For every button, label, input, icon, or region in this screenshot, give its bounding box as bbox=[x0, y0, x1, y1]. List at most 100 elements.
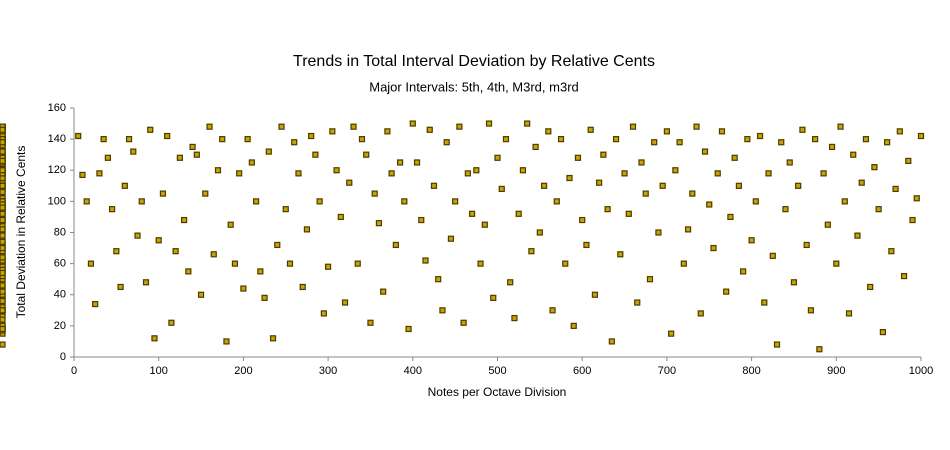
scatter-point bbox=[303, 226, 311, 233]
scatter-point bbox=[803, 241, 810, 249]
chart-subtitle: Major Intervals: 5th, 4th, M3rd, m3rd bbox=[369, 79, 579, 94]
scatter-point bbox=[117, 283, 124, 291]
scatter-point bbox=[477, 260, 484, 267]
scatter-point bbox=[591, 291, 599, 298]
scatter-point bbox=[744, 136, 751, 143]
scatter-point bbox=[401, 198, 408, 205]
chart-title: Trends in Total Interval Deviation by Re… bbox=[293, 53, 655, 70]
scatter-point bbox=[532, 143, 539, 151]
y-tick-label: 100 bbox=[48, 195, 66, 207]
scatter-point bbox=[134, 232, 141, 239]
scatter-point bbox=[502, 136, 510, 143]
scatter-point bbox=[795, 182, 802, 189]
scatter-point bbox=[138, 198, 145, 205]
scatter-point bbox=[655, 229, 662, 236]
scatter-point bbox=[452, 198, 459, 205]
x-tick-label: 100 bbox=[150, 365, 168, 377]
scatter-point bbox=[0, 325, 6, 333]
scatter-point bbox=[435, 276, 442, 283]
scatter-point bbox=[210, 251, 217, 258]
scatter-point bbox=[494, 154, 501, 161]
scatter-point bbox=[244, 136, 251, 143]
scatter-point bbox=[473, 167, 480, 174]
scatter-point bbox=[299, 283, 306, 291]
scatter-point bbox=[841, 198, 848, 205]
scatter-point bbox=[176, 154, 183, 161]
scatter-point bbox=[735, 182, 742, 189]
x-axis-title: Notes per Octave Division bbox=[428, 385, 567, 399]
scatter-point bbox=[0, 226, 6, 233]
scatter-point bbox=[227, 221, 234, 228]
scatter-point bbox=[773, 341, 781, 348]
x-tick-label: 500 bbox=[488, 365, 506, 377]
scatter-point bbox=[189, 143, 196, 151]
scatter-point bbox=[579, 216, 586, 224]
scatter-point bbox=[697, 310, 704, 317]
scatter-point bbox=[638, 159, 645, 166]
scatter-point bbox=[337, 213, 344, 221]
scatter-point bbox=[75, 132, 82, 140]
scatter-point bbox=[439, 307, 446, 314]
scatter-point bbox=[672, 167, 679, 174]
scatter-point bbox=[0, 216, 6, 224]
scatter-point bbox=[0, 297, 6, 305]
scatter-point bbox=[566, 174, 573, 182]
scatter-point bbox=[464, 170, 471, 177]
scatter-point bbox=[867, 283, 874, 291]
scatter-point bbox=[862, 136, 870, 143]
scatter-point bbox=[612, 136, 620, 143]
scatter-point bbox=[515, 210, 522, 217]
scatter-point bbox=[659, 182, 666, 189]
scatter-point bbox=[96, 170, 103, 177]
scatter-point bbox=[854, 232, 861, 239]
scatter-point bbox=[812, 136, 819, 143]
scatter-point bbox=[693, 123, 700, 130]
scatter-point bbox=[380, 288, 387, 295]
scatter-point bbox=[676, 139, 683, 146]
scatter-point bbox=[422, 257, 429, 264]
scatter-point bbox=[833, 260, 840, 267]
scatter-point bbox=[206, 123, 213, 130]
scatter-point bbox=[820, 170, 827, 177]
scatter-point bbox=[0, 316, 6, 323]
scatter-point bbox=[223, 338, 230, 345]
scatter-point bbox=[0, 182, 6, 189]
scatter-point bbox=[396, 159, 404, 166]
x-tick-label: 400 bbox=[404, 365, 422, 377]
scatter-point bbox=[121, 182, 128, 189]
scatter-point bbox=[392, 241, 399, 249]
scatter-point bbox=[447, 235, 455, 242]
scatter-point bbox=[0, 244, 6, 252]
scatter-point bbox=[570, 322, 577, 329]
scatter-point bbox=[871, 164, 878, 171]
scatter-point bbox=[151, 335, 158, 342]
scatter-point bbox=[325, 263, 332, 270]
scatter-point bbox=[710, 244, 717, 252]
scatter-point bbox=[507, 279, 514, 286]
scatter-point bbox=[769, 252, 776, 259]
scatter-point bbox=[240, 285, 247, 292]
scatter-point bbox=[236, 170, 243, 177]
scatter-point bbox=[714, 170, 721, 177]
scatter-point bbox=[286, 260, 294, 267]
x-tick-label: 600 bbox=[573, 365, 591, 377]
y-tick-label: 160 bbox=[48, 102, 66, 114]
scatter-point bbox=[799, 126, 806, 133]
scatter-point bbox=[0, 188, 6, 196]
scatter-point bbox=[765, 170, 772, 177]
scatter-point bbox=[888, 248, 895, 255]
scatter-point bbox=[604, 206, 611, 213]
scatter-point bbox=[375, 220, 383, 227]
scatter-point bbox=[583, 241, 590, 249]
scatter-point bbox=[0, 157, 6, 165]
scatter-point bbox=[549, 307, 556, 314]
scatter-point bbox=[456, 123, 463, 130]
scatter-point bbox=[295, 170, 302, 177]
scatter-point bbox=[388, 170, 395, 177]
scatter-point bbox=[0, 210, 6, 217]
scatter-point bbox=[291, 139, 298, 146]
scatter-point bbox=[253, 198, 260, 205]
scatter-point bbox=[900, 272, 908, 280]
scatter-point bbox=[0, 269, 6, 277]
scatter-point bbox=[405, 325, 412, 333]
